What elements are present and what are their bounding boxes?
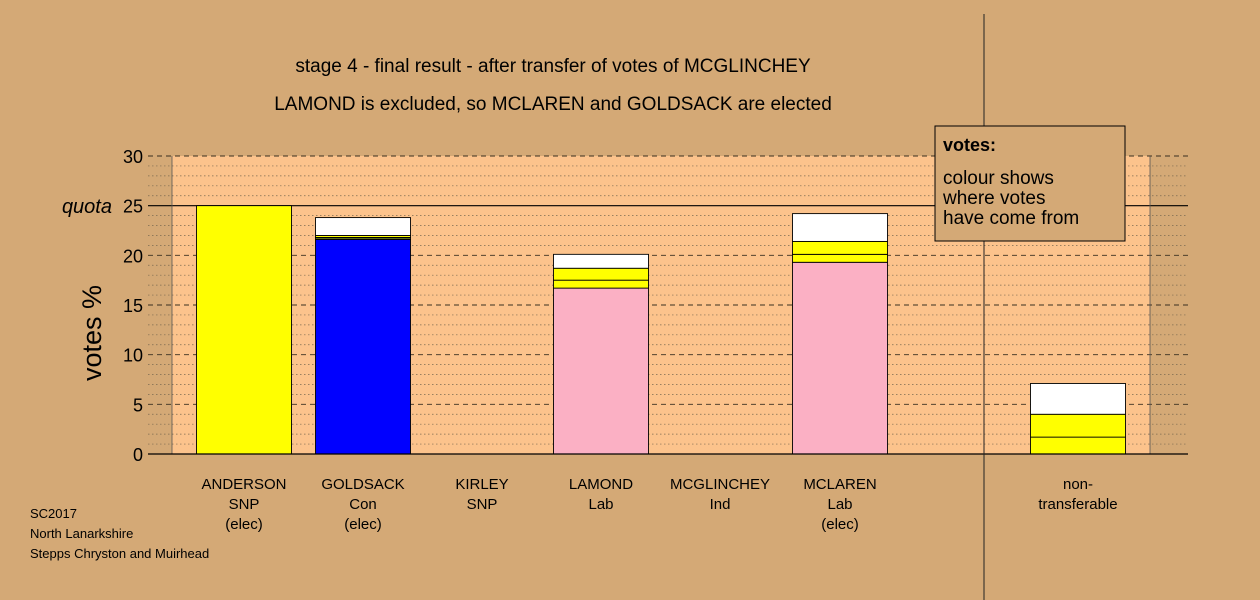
category-label: KIRLEY: [455, 476, 508, 493]
bar-segment: [315, 217, 411, 236]
y-tick-label: 5: [133, 395, 143, 415]
bar-segment: [792, 253, 888, 263]
footer-line: SC2017: [30, 506, 77, 521]
footer-line: Stepps Chryston and Muirhead: [30, 546, 209, 561]
y-tick-label: 0: [133, 445, 143, 465]
footer-line: North Lanarkshire: [30, 526, 133, 541]
bar-segment: [553, 279, 649, 289]
category-label: LAMOND: [569, 476, 633, 493]
y-tick-label: 10: [123, 346, 143, 366]
chart-title: stage 4 - final result - after transfer …: [295, 56, 811, 77]
bar-segment: [1030, 436, 1126, 455]
legend-line: where votes: [942, 188, 1045, 209]
bar-segment: [196, 205, 292, 455]
category-label: SNP: [229, 496, 260, 513]
legend-line: colour shows: [943, 168, 1054, 189]
category-label: Con: [349, 496, 377, 513]
footer: SC2017 North Lanarkshire Stepps Chryston…: [30, 506, 209, 561]
chart-subtitle: LAMOND is excluded, so MCLAREN and GOLDS…: [274, 94, 832, 115]
bar-segment: [553, 253, 649, 269]
category-label: MCLAREN: [803, 476, 876, 493]
category-label: ANDERSON: [201, 476, 286, 493]
category-label: MCGLINCHEY: [670, 476, 770, 493]
y-tick-label: 25: [123, 197, 143, 217]
category-label: (elec): [225, 516, 263, 533]
bar-segment: [1030, 383, 1126, 415]
quota-label: quota: [62, 196, 112, 218]
y-axis-label: votes %: [77, 285, 107, 381]
category-label: SNP: [467, 496, 498, 513]
bar-segment: [315, 238, 411, 455]
category-label: GOLDSACK: [321, 476, 404, 493]
bar-segment: [792, 240, 888, 255]
y-tick-label: 15: [123, 296, 143, 316]
bar-segment: [1030, 413, 1126, 438]
y-tick-label: 30: [123, 147, 143, 167]
category-label: (elec): [344, 516, 382, 533]
legend-title: votes:: [943, 135, 996, 155]
category-label: Lab: [588, 496, 613, 513]
bar-segment: [792, 261, 888, 455]
y-tick-label: 20: [123, 246, 143, 266]
category-label: non-: [1063, 476, 1093, 493]
bar-segment: [792, 213, 888, 242]
bar-segment: [553, 287, 649, 455]
legend-box: votes: colour shows where votes have com…: [934, 125, 1126, 242]
legend-line: have come from: [943, 208, 1079, 229]
category-label: Ind: [710, 496, 731, 513]
bar-segment: [553, 267, 649, 281]
category-label: transferable: [1038, 496, 1117, 513]
category-label: Lab: [827, 496, 852, 513]
category-label: (elec): [821, 516, 859, 533]
